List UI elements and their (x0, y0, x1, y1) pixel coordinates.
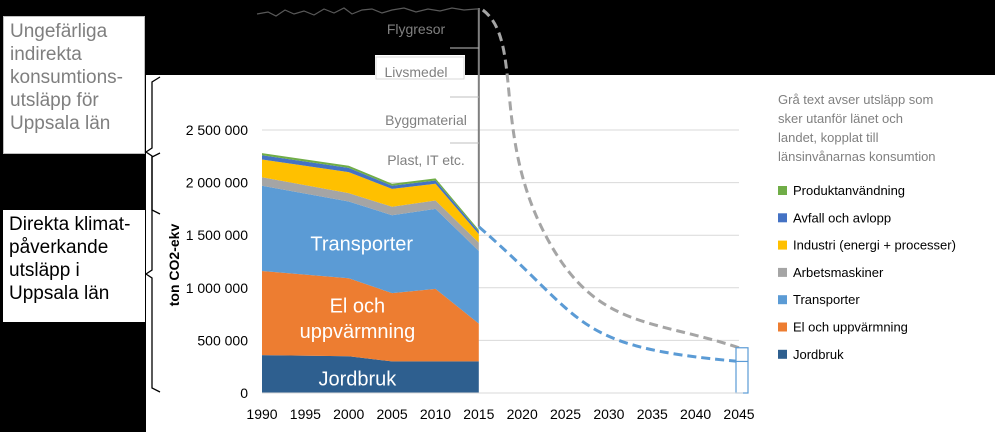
legend-swatch-transporter (778, 295, 787, 305)
legend-label-arbetsmaskiner: Arbetsmaskiner (793, 265, 884, 280)
y-tick-label-2000000: 2 000 000 (186, 175, 248, 191)
legend-swatch-jordbruk (778, 349, 787, 359)
area-el-och-uppvarmning (262, 271, 479, 362)
direct-emissions-box: Direkta klimat-påverkande utsläpp i Upps… (3, 210, 145, 322)
legend-label-el-och-uppvarmning: El och uppvärmning (793, 320, 908, 335)
y-tick-label-0: 0 (240, 385, 248, 401)
livsmedel-label-background (375, 55, 465, 80)
y-axis-label: ton CO2-ekv (166, 224, 182, 307)
legend-swatch-avfall-och-avlopp (778, 213, 787, 223)
legend-label-produktanvandning: Produktanvändning (793, 183, 905, 198)
livsmedel-label-frame (375, 56, 465, 80)
legend-swatch-arbetsmaskiner (778, 267, 787, 277)
area-jordbruk (262, 355, 479, 393)
projection-direct-line (477, 225, 740, 363)
y-tick-label-1000000: 1 000 000 (186, 280, 248, 296)
indirect-label-byggmaterial: Byggmaterial (385, 112, 467, 128)
x-tick-label-2040: 2040 (680, 406, 711, 422)
x-tick-label-2035: 2035 (637, 406, 668, 422)
legend-swatch-produktanvandning (778, 186, 787, 195)
legend-note: Grå text avser utsläpp som sker utanför l… (778, 92, 936, 164)
x-tick-label-2020: 2020 (507, 406, 538, 422)
indirect-label-livsmedel: Livsmedel (384, 64, 447, 80)
x-tick-label-2025: 2025 (550, 406, 581, 422)
projection-indirect-line (481, 8, 740, 350)
area-label-uppvarmning: uppvärmning (300, 321, 416, 343)
x-tick-label-1995: 1995 (290, 406, 321, 422)
target-2045-box (735, 347, 749, 394)
area-label-transporter: Transporter (310, 234, 413, 256)
x-tick-label-2045: 2045 (723, 406, 754, 422)
legend-label-transporter: Transporter (793, 292, 860, 307)
y-tick-label-500000: 500 000 (197, 332, 248, 348)
x-tick-label-1990: 1990 (246, 406, 277, 422)
area-industri-energi-processer (262, 159, 479, 243)
area-label-jordbruk: Jordbruk (318, 368, 397, 390)
legend-label-avfall-och-avlopp: Avfall och avlopp (793, 210, 891, 225)
indirect-total-line (256, 7, 479, 17)
x-tick-label-2030: 2030 (593, 406, 624, 422)
legend-swatch-industri-energi-processer (778, 240, 787, 250)
area-transporter (262, 185, 479, 324)
x-tick-label-2010: 2010 (420, 406, 451, 422)
x-tick-label-2005: 2005 (377, 406, 408, 422)
y-tick-label-2500000: 2 500 000 (186, 122, 248, 138)
legend-label-industri-energi-processer: Industri (energi + processer) (793, 238, 956, 253)
x-tick-label-2015: 2015 (463, 406, 494, 422)
bracket-direct (144, 152, 161, 393)
area-label-el-och: El och (330, 296, 386, 318)
indirect-label-flygresor: Flygresor (387, 21, 446, 37)
x-tick-label-2000: 2000 (333, 406, 364, 422)
area-arbetsmaskiner (262, 177, 479, 251)
legend-label-jordbruk: Jordbruk (793, 347, 844, 362)
y-tick-label-1500000: 1 500 000 (186, 227, 248, 243)
legend-swatch-el-och-uppvarmning (778, 322, 787, 332)
indirect-label-plast-it-etc: Plast, IT etc. (387, 152, 465, 168)
indirect-emissions-box: Ungefärliga indirekta konsumtions-utsläp… (3, 16, 145, 154)
